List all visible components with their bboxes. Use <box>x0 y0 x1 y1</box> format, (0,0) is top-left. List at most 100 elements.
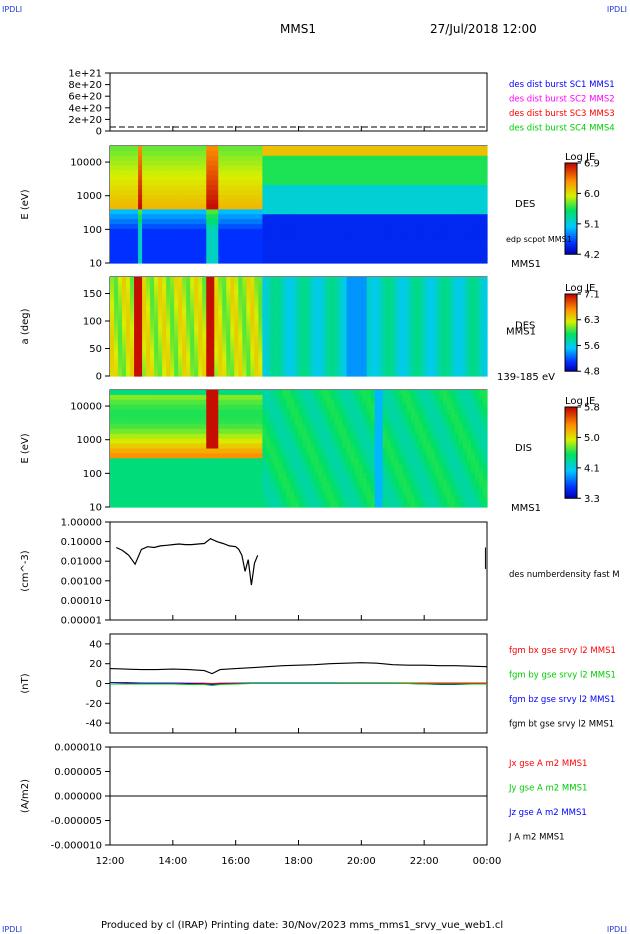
spectrogram-cell <box>162 351 167 356</box>
spectrogram-cell <box>282 214 288 220</box>
spectrogram-cell <box>122 214 127 220</box>
spectrogram-cell <box>306 146 312 152</box>
spectrogram-cell <box>314 189 320 196</box>
spectrogram-cell <box>326 289 332 295</box>
spectrogram-cell <box>206 199 211 206</box>
spectrogram-cell <box>330 289 336 295</box>
spectrogram-cell <box>262 305 268 311</box>
spectrogram-cell <box>302 199 308 206</box>
spectrogram-cell <box>174 209 179 215</box>
spectrogram-cell <box>394 219 400 225</box>
spectrogram-cell <box>154 438 159 445</box>
spectrogram-cell <box>194 160 199 167</box>
spectrogram-cell <box>302 214 308 220</box>
spectrogram-cell <box>282 189 288 196</box>
spectrogram-cell <box>202 367 207 373</box>
spectrogram-cell <box>154 390 159 396</box>
spectrogram-cell <box>134 150 139 157</box>
spectrogram-cell <box>410 314 416 319</box>
spectrogram-cell <box>258 318 263 323</box>
spectrogram-cell <box>250 281 255 286</box>
spectrogram-cell <box>334 253 340 259</box>
spectrogram-cell <box>394 170 400 176</box>
spectrogram-cell <box>482 258 488 264</box>
spectrogram-cell <box>366 180 372 186</box>
spectrogram-cell <box>158 214 163 220</box>
spectrogram-cell <box>230 228 235 235</box>
spectrogram-cell <box>394 185 400 191</box>
spectrogram-cell <box>406 285 412 290</box>
spectrogram-cell <box>342 305 348 311</box>
spectrogram-cell <box>158 277 163 282</box>
spectrogram-cell <box>370 219 376 225</box>
spectrogram-cell <box>298 209 304 215</box>
spectrogram-cell <box>370 322 376 328</box>
spectrogram-cell <box>434 209 440 215</box>
spectrogram-cell <box>254 351 259 356</box>
spectrogram-cell <box>410 248 416 254</box>
spectrogram-cell <box>290 150 296 157</box>
spectrogram-cell <box>282 146 288 152</box>
spectrogram-cell <box>290 209 296 215</box>
spectrogram-cell <box>118 355 123 361</box>
spectrogram-cell <box>226 253 231 259</box>
spectrogram-cell <box>230 258 235 264</box>
spectrogram-cell <box>334 155 340 162</box>
spectrogram-cell <box>166 404 171 411</box>
spectrogram-cell <box>254 343 259 348</box>
spectrogram-cell <box>194 204 199 210</box>
spectrogram-cell <box>366 219 372 225</box>
spectrogram-cell <box>478 343 484 348</box>
spectrogram-cell <box>158 248 163 254</box>
spectrogram-cell <box>286 224 292 230</box>
spectrogram-cell <box>158 482 163 489</box>
spectrogram-cell <box>110 497 115 503</box>
spectrogram-cell <box>442 253 448 259</box>
spectrogram-cell <box>322 224 328 230</box>
spectrogram-cell <box>330 214 336 220</box>
spectrogram-cell <box>362 367 368 373</box>
spectrogram-cell <box>478 359 484 365</box>
spectrogram-cell <box>298 289 304 295</box>
spectrogram-cell <box>322 338 328 344</box>
spectrogram-cell <box>478 253 484 259</box>
spectrogram-cell <box>482 322 488 328</box>
spectrogram-cell <box>254 204 259 210</box>
spectrogram-cell <box>390 189 396 196</box>
spectrogram-cell <box>322 277 328 282</box>
spectrogram-cell <box>114 424 119 430</box>
spectrogram-cell <box>362 248 368 254</box>
spectrogram-cell <box>274 170 280 176</box>
spectrogram-cell <box>134 438 139 445</box>
spectrogram-cell <box>322 238 328 245</box>
spectrogram-cell <box>222 363 227 369</box>
spectrogram-cell <box>118 228 123 235</box>
spectrogram-cell <box>142 214 147 220</box>
spectrogram-cell <box>122 326 127 332</box>
spectrogram-cell <box>138 293 143 299</box>
spectrogram-cell <box>158 155 163 162</box>
spectrogram-cell <box>402 293 408 299</box>
spectrogram-cell <box>378 150 384 157</box>
spectrogram-cell <box>122 453 127 459</box>
spectrogram-cell <box>270 146 276 152</box>
spectrogram-cell <box>118 472 123 479</box>
spectrogram-cell <box>290 351 296 356</box>
spectrogram-cell <box>306 160 312 167</box>
spectrogram-cell <box>270 233 276 240</box>
spectrogram-cell <box>130 343 135 348</box>
spectrogram-cell <box>218 281 223 286</box>
spectrogram-cell <box>122 281 127 286</box>
spectrogram-cell <box>410 258 416 264</box>
spectrogram-cell <box>110 301 115 307</box>
spectrogram-cell <box>322 253 328 259</box>
spectrogram-cell <box>138 419 143 425</box>
spectrogram-cell <box>222 318 227 323</box>
spectrogram-cell <box>382 199 388 206</box>
spectrogram-cell <box>282 285 288 290</box>
spectrogram-cell <box>238 228 243 235</box>
spectrogram-cell <box>182 219 187 225</box>
spectrogram-cell <box>162 458 167 464</box>
spectrogram-cell <box>414 338 420 344</box>
spectrogram-cell <box>474 343 480 348</box>
